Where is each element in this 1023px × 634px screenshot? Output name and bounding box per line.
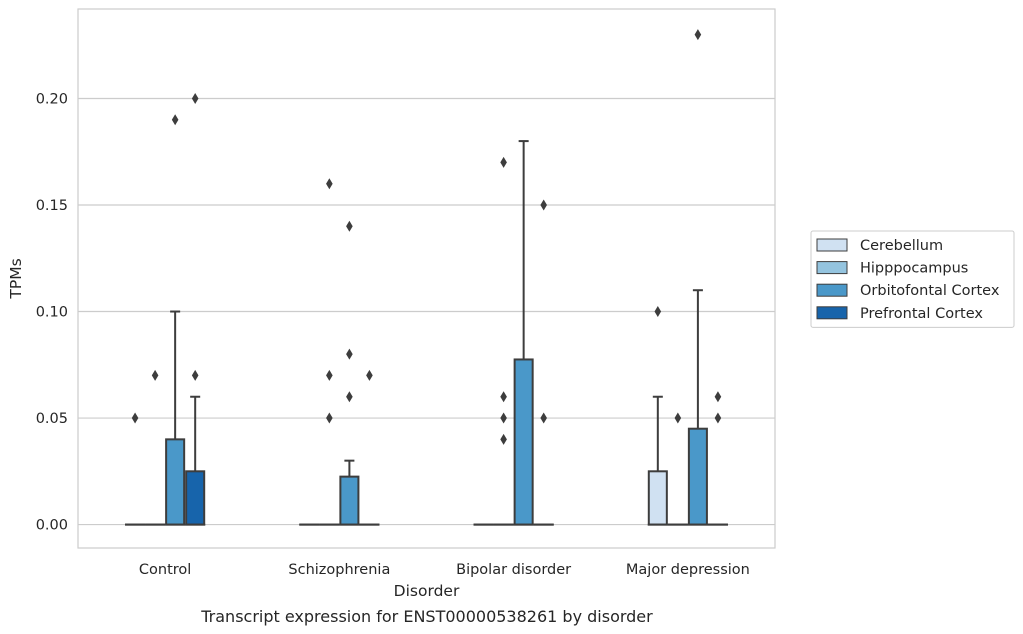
box-prefrontal-cortex xyxy=(533,199,554,526)
outlier-point xyxy=(346,220,353,232)
outlier-point xyxy=(500,433,507,445)
outlier-point xyxy=(366,369,373,381)
outlier-point xyxy=(654,306,662,318)
legend: Cerebellum Hipppocampus Orbitofontal Corte… xyxy=(810,230,1015,328)
box-prefrontal-cortex xyxy=(185,92,206,526)
box-rect xyxy=(513,358,534,526)
x-axis-label: Disorder xyxy=(394,582,460,600)
outlier-point xyxy=(540,199,547,211)
outlier-point xyxy=(151,369,159,381)
y-tick-label: 0.15 xyxy=(36,198,68,214)
box-rect xyxy=(165,438,186,526)
outlier-point xyxy=(694,29,702,41)
box-prefrontal-cortex xyxy=(359,369,380,526)
legend-swatch xyxy=(816,306,848,320)
y-tick-labels: 0.00 0.05 0.10 0.15 0.20 xyxy=(36,91,68,533)
outlier-point xyxy=(191,92,199,104)
legend-label: Cerebellum xyxy=(860,238,943,254)
box-hipppocampus xyxy=(667,412,688,526)
outlier-point xyxy=(131,412,139,424)
x-tick-label: Control xyxy=(139,562,191,578)
legend-swatch xyxy=(816,238,848,252)
outlier-point xyxy=(500,391,507,403)
box-orbitofontal-cortex xyxy=(165,114,186,526)
legend-label: Prefrontal Cortex xyxy=(860,306,983,322)
box-rect xyxy=(647,470,668,526)
outlier-point xyxy=(346,391,353,403)
box-rect xyxy=(185,470,206,526)
box-hipppocampus xyxy=(493,391,514,526)
box-rect xyxy=(339,475,360,526)
outlier-point xyxy=(171,114,179,126)
legend-swatch xyxy=(816,283,848,297)
box-orbitofontal-cortex xyxy=(339,220,360,526)
x-tick-label: Major depression xyxy=(626,562,750,578)
legend-label: Orbitofontal Cortex xyxy=(860,283,1000,299)
outlier-point xyxy=(714,412,722,424)
box-prefrontal-cortex xyxy=(707,391,728,526)
outlier-point xyxy=(346,348,353,360)
y-axis-label: TPMs xyxy=(7,258,25,299)
y-tick-label: 0.10 xyxy=(36,305,68,321)
outlier-point xyxy=(674,412,682,424)
x-tick-label: Schizophrenia xyxy=(288,562,390,578)
legend-label: Hipppocampus xyxy=(860,261,968,277)
box-orbitofontal-cortex xyxy=(687,29,708,526)
outlier-point xyxy=(500,156,507,168)
chart-caption: Transcript expression for ENST0000053826… xyxy=(200,607,653,626)
box-rect xyxy=(687,427,708,526)
outlier-point xyxy=(540,412,547,424)
outlier-point xyxy=(326,178,333,190)
x-tick-label: Bipolar disorder xyxy=(456,562,571,578)
box-cerebellum xyxy=(647,306,668,526)
outlier-point xyxy=(326,369,333,381)
box-marks xyxy=(125,29,728,526)
y-tick-label: 0.00 xyxy=(36,518,68,534)
y-tick-label: 0.20 xyxy=(36,91,68,107)
outlier-point xyxy=(326,412,333,424)
legend-swatch xyxy=(816,261,848,275)
x-tick-labels: Control Schizophrenia Bipolar disorder Majo… xyxy=(139,562,750,578)
box-cerebellum xyxy=(125,412,146,526)
box-hipppocampus xyxy=(145,369,166,526)
y-tick-label: 0.05 xyxy=(36,411,68,427)
plot-frame xyxy=(77,8,776,549)
legend-frame xyxy=(810,230,1015,328)
box-orbitofontal-cortex xyxy=(513,140,534,526)
outlier-point xyxy=(500,412,507,424)
outlier-point xyxy=(191,369,199,381)
box-hipppocampus xyxy=(319,178,340,526)
outlier-point xyxy=(714,391,722,403)
